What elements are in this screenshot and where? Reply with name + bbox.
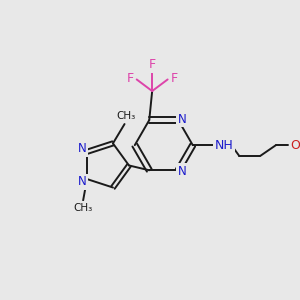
Text: CH₃: CH₃ xyxy=(117,111,136,121)
Text: N: N xyxy=(178,112,187,126)
Text: CH₃: CH₃ xyxy=(74,203,93,213)
Text: N: N xyxy=(78,142,86,155)
Text: NH: NH xyxy=(214,139,233,152)
Text: O: O xyxy=(290,139,300,152)
Text: F: F xyxy=(126,72,134,85)
Text: N: N xyxy=(78,176,86,188)
Text: F: F xyxy=(148,58,156,71)
Text: F: F xyxy=(171,72,178,85)
Text: N: N xyxy=(178,165,187,178)
